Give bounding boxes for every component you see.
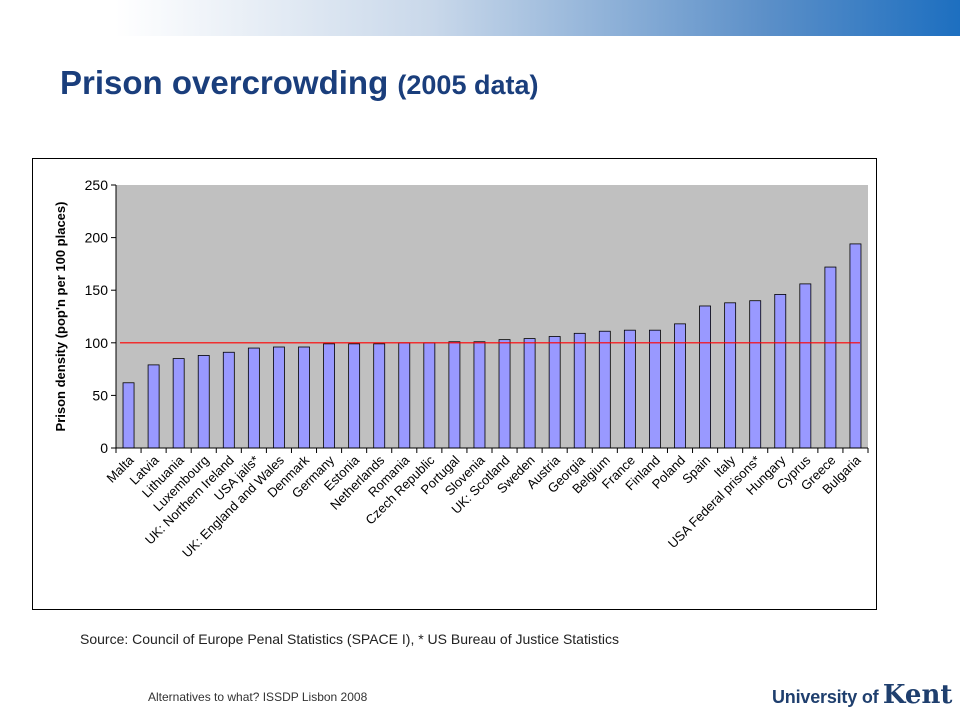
y-tick-label: 200: [85, 230, 109, 246]
footer-text: Alternatives to what? ISSDP Lisbon 2008: [148, 690, 368, 704]
bar-denmark: [298, 346, 310, 449]
bar-netherlands: [373, 343, 386, 449]
y-tick-label: 50: [92, 387, 108, 403]
slide-title-main: Prison overcrowding: [60, 64, 389, 101]
y-tick-label: 0: [100, 440, 108, 456]
y-axis-title: Prison density (pop'n per 100 places): [53, 202, 68, 432]
bar-bulgaria: [849, 243, 862, 449]
slide-title-suffix: (2005 data): [397, 70, 539, 100]
plot-area: [116, 185, 868, 448]
bar-usa-jails: [247, 347, 260, 449]
bar-uk-northern-ireland: [222, 351, 235, 449]
bar-uk-scotland: [498, 339, 511, 449]
bar-finland: [649, 329, 661, 449]
bar-estonia: [348, 343, 361, 449]
x-tick-label: Spain: [679, 453, 713, 487]
bar-italy: [724, 302, 737, 449]
bar-czech-republic: [423, 342, 436, 449]
source-note: Source: Council of Europe Penal Statisti…: [80, 631, 619, 647]
y-tick-label: 100: [85, 335, 109, 351]
header-gradient-band: [0, 0, 960, 36]
bar-georgia: [573, 332, 586, 449]
bar-lithuania: [172, 358, 185, 449]
bar-malta: [122, 382, 135, 449]
bar-luxembourg: [197, 355, 210, 449]
bar-austria: [548, 336, 561, 449]
bar-greece: [824, 266, 837, 449]
logo-university-text: University of: [772, 687, 879, 707]
bar-belgium: [598, 330, 611, 449]
bar-uk-england-and-wales: [273, 346, 285, 449]
university-logo: University of Kent: [772, 680, 952, 710]
bar-latvia: [147, 364, 160, 449]
bar-portugal: [448, 341, 461, 449]
bar-cyprus: [799, 283, 812, 449]
bar-usa-federal-prisons: [749, 300, 762, 449]
bar-slovenia: [473, 341, 486, 449]
logo-kent-text: Kent: [882, 680, 953, 710]
bar-hungary: [774, 294, 787, 449]
bar-germany: [323, 343, 335, 449]
chart-frame: 0 50 100 150 200 250 Prison density (pop'n per…: [32, 158, 877, 610]
bar-sweden: [523, 338, 536, 449]
bar-romania: [398, 342, 411, 449]
y-tick-label: 250: [85, 177, 109, 193]
y-tick-label: 150: [85, 282, 109, 298]
prison-density-chart: 0 50 100 150 200 250 Prison density (pop'n per…: [53, 177, 869, 560]
bar-france: [623, 329, 636, 449]
bar-spain: [699, 305, 711, 449]
slide-title: Prison overcrowding (2005 data): [60, 64, 538, 102]
